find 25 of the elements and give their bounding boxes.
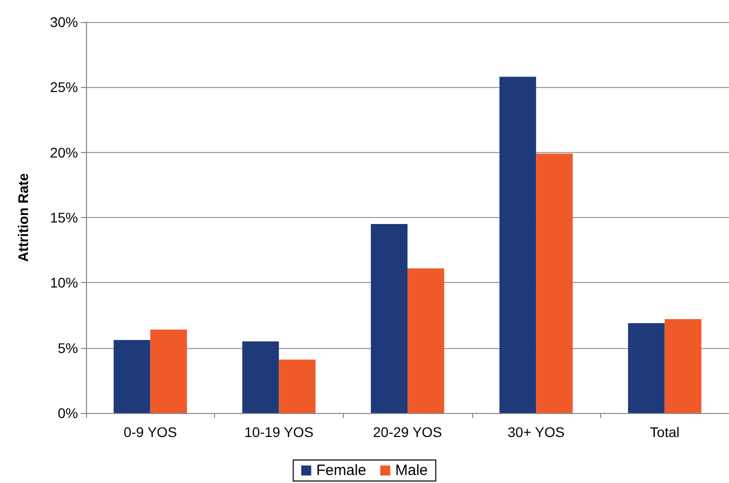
y-tick-label: 10% xyxy=(50,274,78,291)
legend-label: Female xyxy=(316,462,366,479)
y-tick-label: 25% xyxy=(50,79,78,96)
bar xyxy=(114,340,150,413)
bar xyxy=(499,76,536,413)
bar xyxy=(536,154,573,413)
bar xyxy=(278,360,316,413)
bar xyxy=(370,224,408,413)
x-tick-label: 30+ YOS xyxy=(508,424,565,440)
x-tick-label: 20-29 YOS xyxy=(372,424,442,440)
bar xyxy=(408,268,444,413)
y-tick-label: 20% xyxy=(50,144,78,160)
bar xyxy=(242,341,279,413)
x-tick-label: Total xyxy=(650,424,680,440)
y-tick-label: 0% xyxy=(58,405,78,421)
y-tick-label: 15% xyxy=(50,210,78,226)
bar xyxy=(150,330,187,413)
y-tick-label: 30% xyxy=(50,14,78,30)
bar xyxy=(664,319,702,413)
bar xyxy=(628,323,665,413)
y-axis-title: Attrition Rate xyxy=(15,172,31,262)
x-tick-label: 10-19 YOS xyxy=(244,424,314,440)
legend-label: Male xyxy=(395,462,428,479)
x-tick-label: 0-9 YOS xyxy=(124,424,178,440)
y-tick-label: 5% xyxy=(58,340,78,356)
